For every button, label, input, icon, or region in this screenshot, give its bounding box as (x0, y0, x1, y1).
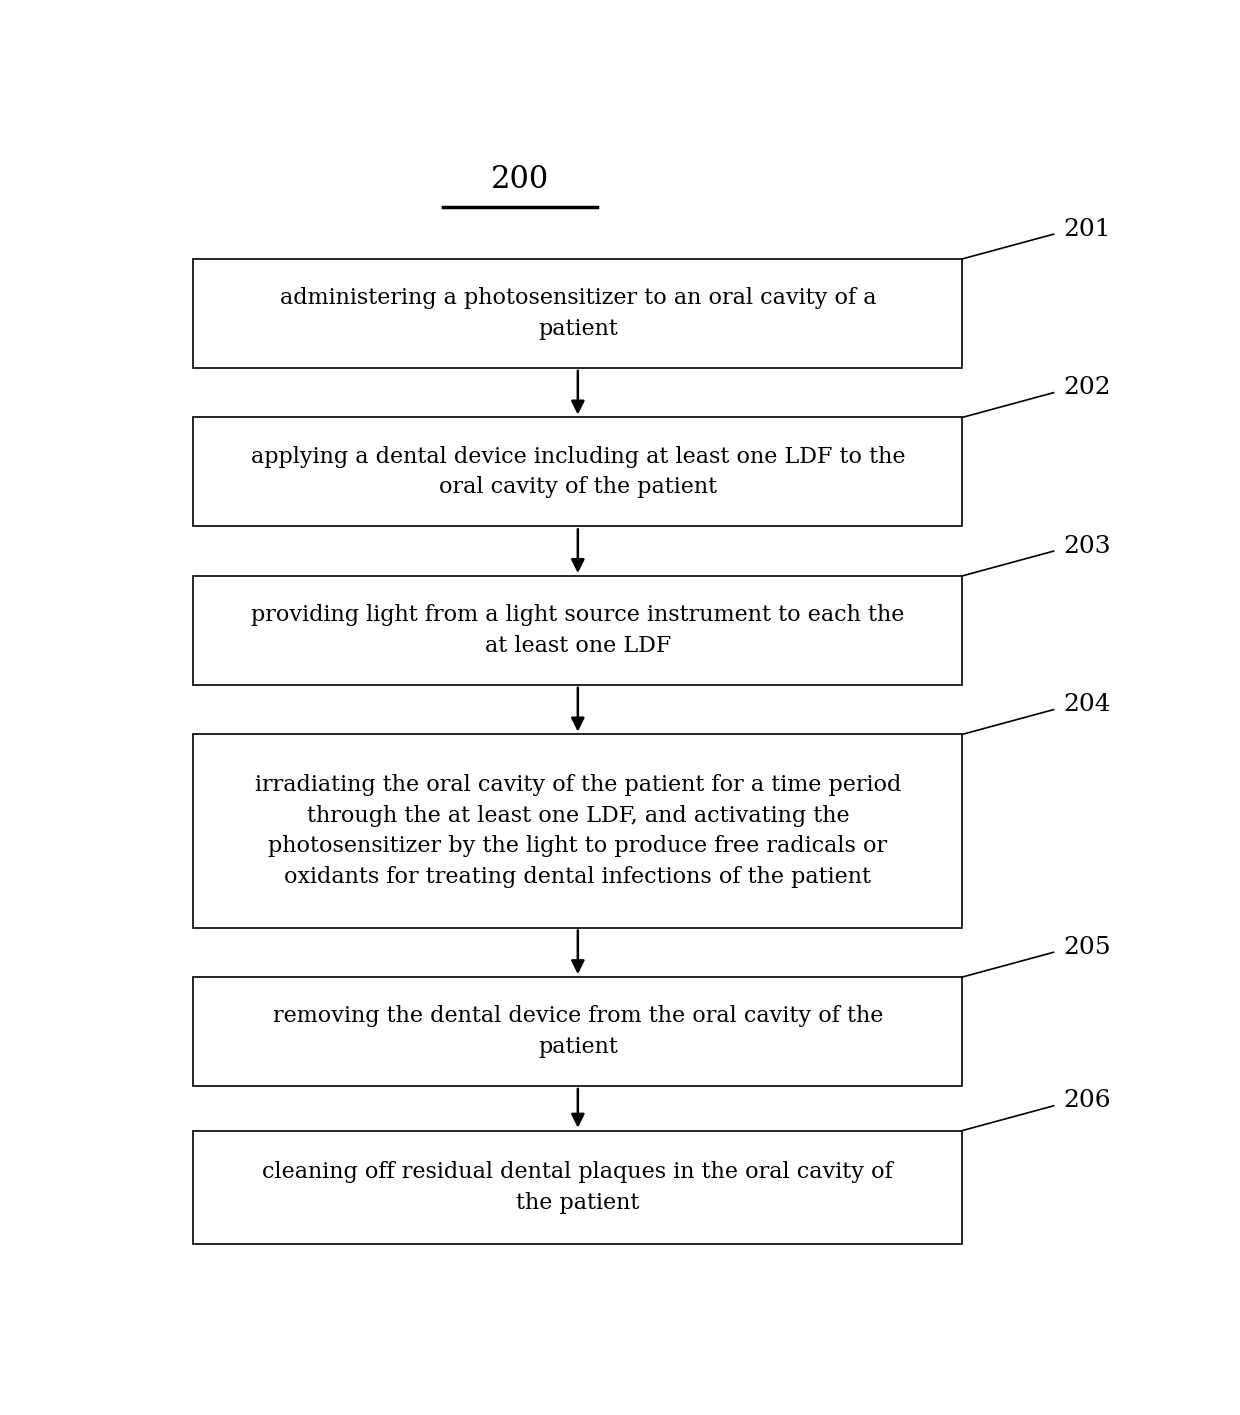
Text: 202: 202 (1063, 376, 1111, 399)
Text: irradiating the oral cavity of the patient for a time period
through the at leas: irradiating the oral cavity of the patie… (254, 774, 901, 887)
Text: administering a photosensitizer to an oral cavity of a
patient: administering a photosensitizer to an or… (279, 287, 877, 340)
Bar (193, 417, 962, 526)
Bar (193, 576, 962, 685)
Text: cleaning off residual dental plaques in the oral cavity of
the patient: cleaning off residual dental plaques in … (263, 1162, 893, 1214)
Bar (193, 259, 962, 368)
Text: 200: 200 (491, 164, 549, 195)
Bar (193, 1131, 962, 1245)
Text: removing the dental device from the oral cavity of the
patient: removing the dental device from the oral… (273, 1005, 883, 1058)
Bar (193, 976, 962, 1087)
Bar (193, 734, 962, 928)
Text: applying a dental device including at least one LDF to the
oral cavity of the pa: applying a dental device including at le… (250, 446, 905, 498)
Text: 205: 205 (1063, 935, 1111, 959)
Text: 203: 203 (1063, 535, 1111, 558)
Text: 206: 206 (1063, 1090, 1111, 1112)
Text: 204: 204 (1063, 693, 1111, 716)
Text: providing light from a light source instrument to each the
at least one LDF: providing light from a light source inst… (252, 604, 904, 657)
Text: 201: 201 (1063, 218, 1111, 241)
